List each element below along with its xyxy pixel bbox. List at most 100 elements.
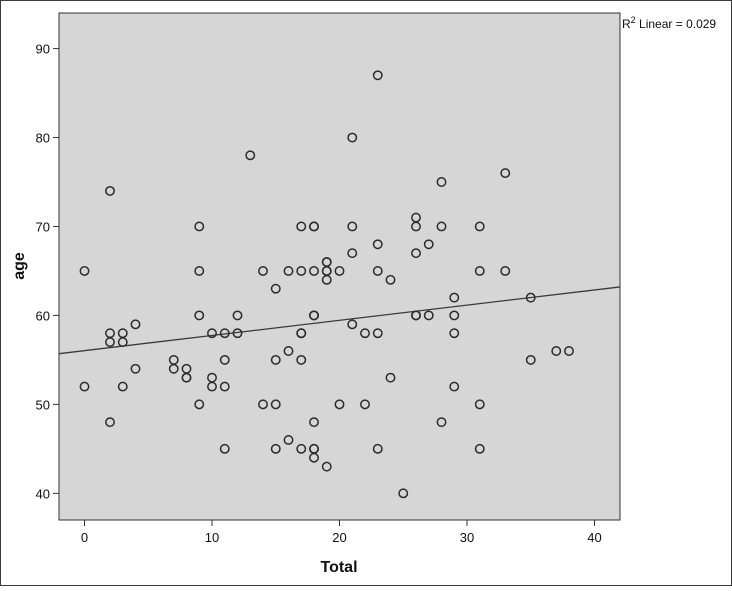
data-point [270, 283, 281, 294]
data-point [79, 265, 90, 276]
data-point [398, 488, 409, 499]
data-point [283, 434, 294, 445]
r2-annotation: R2 Linear = 0.029 [622, 15, 716, 31]
data-point [194, 265, 205, 276]
y-tick-label: 90 [36, 42, 50, 57]
data-point [474, 221, 485, 232]
data-point [474, 443, 485, 454]
data-point [207, 328, 217, 339]
data-point [232, 310, 243, 321]
y-tick-label: 80 [36, 131, 50, 146]
data-point [360, 399, 370, 410]
y-tick-label: 50 [36, 397, 50, 412]
data-point [232, 328, 243, 339]
y-axis-label: age [11, 252, 28, 280]
data-point [334, 265, 345, 276]
data-point [105, 185, 115, 196]
data-point [309, 417, 319, 428]
data-point [372, 265, 383, 276]
data-point [207, 381, 217, 392]
x-tick-label: 0 [81, 530, 88, 545]
data-point [219, 328, 230, 339]
data-point [449, 310, 460, 321]
x-axis-label: Total [320, 559, 357, 576]
data-point [360, 328, 370, 339]
data-point [500, 265, 511, 276]
data-point [258, 399, 268, 410]
y-tick-label: 40 [36, 486, 50, 501]
data-point [258, 265, 268, 276]
r2-value: 0.029 [686, 17, 716, 31]
y-tick-label: 60 [36, 308, 50, 323]
data-point [296, 443, 307, 454]
data-point [436, 417, 447, 428]
x-tick-label: 10 [205, 530, 219, 545]
data-point [219, 381, 230, 392]
data-point [321, 274, 332, 285]
data-point [270, 354, 281, 365]
data-point [474, 265, 485, 276]
data-point [411, 248, 421, 259]
points-layer [79, 70, 574, 499]
x-tick-label: 20 [332, 530, 346, 545]
data-point [168, 363, 179, 374]
y-tick-label: 70 [36, 219, 50, 234]
data-point [181, 372, 192, 383]
data-point [372, 443, 383, 454]
data-point [219, 443, 230, 454]
data-point [372, 239, 383, 250]
data-point [564, 346, 574, 356]
data-point [194, 310, 205, 321]
data-point [500, 168, 511, 179]
axes-layer: 40 50 60 70 80 90 0 10 20 30 40 [36, 42, 602, 545]
data-point [117, 337, 128, 348]
data-point [283, 346, 294, 356]
data-point [309, 452, 319, 463]
data-point [372, 328, 383, 339]
data-point [436, 177, 447, 187]
data-point [525, 354, 536, 365]
data-point [372, 70, 383, 81]
data-point [105, 417, 115, 428]
data-point [309, 310, 319, 321]
data-point [347, 248, 358, 259]
data-point [296, 221, 307, 232]
data-point [130, 363, 141, 374]
data-point [245, 150, 256, 161]
data-point [436, 221, 447, 232]
data-point [130, 319, 141, 330]
data-point [296, 328, 307, 339]
data-point [551, 346, 562, 356]
data-point [296, 354, 307, 365]
data-point [411, 310, 421, 321]
data-point [423, 239, 434, 250]
data-point [219, 354, 230, 365]
data-point [270, 399, 281, 410]
data-point [474, 399, 485, 410]
data-point [270, 443, 281, 454]
x-tick-label: 40 [587, 530, 601, 545]
data-point [449, 381, 460, 392]
data-point [411, 221, 421, 232]
data-point [283, 265, 294, 276]
data-point [385, 274, 396, 285]
data-point [449, 328, 460, 339]
data-point [385, 372, 396, 383]
data-point [296, 265, 307, 276]
data-point [347, 319, 358, 330]
data-point [347, 221, 358, 232]
data-point [309, 221, 319, 232]
data-point [79, 381, 90, 392]
x-tick-label: 30 [460, 530, 474, 545]
data-point [194, 221, 205, 232]
data-point [309, 265, 319, 276]
data-point [449, 292, 460, 303]
data-point [525, 292, 536, 303]
data-point [117, 381, 128, 392]
data-point [334, 399, 345, 410]
data-point [105, 337, 115, 348]
data-point [321, 461, 332, 472]
data-point [423, 310, 434, 321]
